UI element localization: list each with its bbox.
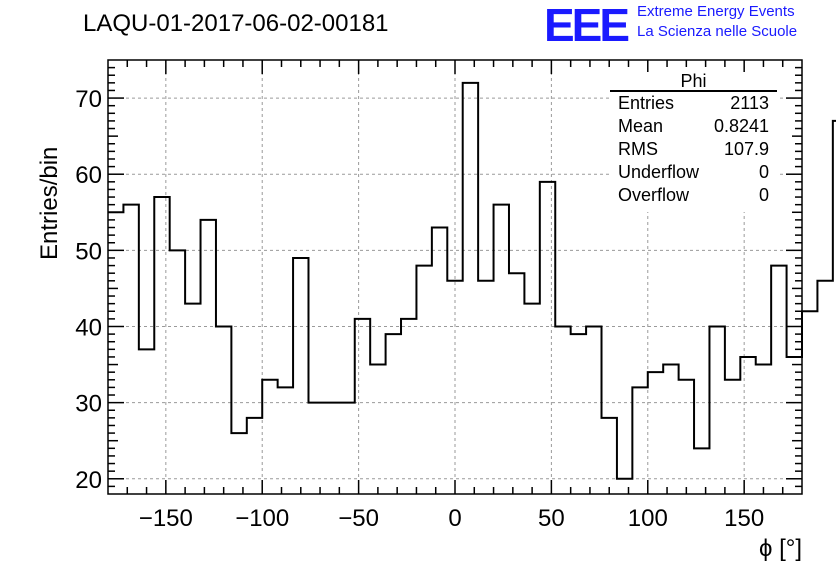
eee-logo: EEE — [544, 0, 630, 51]
y-tick-label: 20 — [75, 467, 102, 494]
stats-value: 0.8241 — [713, 116, 769, 136]
y-tick-label: 70 — [75, 86, 102, 113]
stats-key: Entries — [618, 93, 675, 113]
logo-line-1: Extreme Energy Events — [637, 3, 795, 20]
stats-box: Phi Entries 2113 Mean 0.8241 RMS 107.9 U… — [610, 72, 777, 212]
stats-key: Overflow — [618, 185, 690, 205]
stats-value: 0 — [758, 162, 769, 182]
x-tick-label: 150 — [724, 505, 764, 532]
x-tick-label: 0 — [448, 505, 461, 532]
y-tick-label: 30 — [75, 391, 102, 418]
stats-key: RMS — [618, 139, 658, 159]
x-tick-label: 50 — [538, 505, 565, 532]
stats-row: Underflow 0 — [610, 161, 777, 184]
x-tick-label: −100 — [235, 505, 289, 532]
stats-value: 0 — [758, 185, 769, 205]
x-tick-label: −50 — [338, 505, 379, 532]
stats-key: Underflow — [618, 162, 700, 182]
tick-labels: −150 −100 −50 0 50 100 150 20 30 40 50 60 70 — [75, 86, 764, 532]
chart-title: LAQU-01-2017-06-02-00181 — [83, 10, 389, 37]
y-axis-label: Entries/bin — [3, 110, 63, 260]
x-axis-label: ϕ [°] — [758, 535, 802, 562]
logo-line-2: La Scienza nelle Scuole — [637, 23, 798, 40]
stats-row: Entries 2113 — [610, 92, 777, 115]
stats-value: 107.9 — [723, 139, 769, 159]
x-tick-label: −150 — [139, 505, 193, 532]
histogram-series — [108, 81, 836, 480]
axis-ticks — [108, 60, 802, 494]
y-axis-label-text: Entries/bin — [36, 146, 63, 260]
y-tick-label: 60 — [75, 162, 102, 189]
stats-row: Overflow 0 — [610, 184, 777, 207]
stats-value: 2113 — [730, 93, 769, 113]
stats-title: Phi — [610, 72, 777, 92]
y-tick-label: 40 — [75, 314, 102, 341]
stats-key: Mean — [618, 116, 664, 136]
y-tick-label: 50 — [75, 238, 102, 265]
stats-row: Mean 0.8241 — [610, 115, 777, 138]
x-tick-label: 100 — [628, 505, 668, 532]
stats-row: RMS 107.9 — [610, 138, 777, 161]
